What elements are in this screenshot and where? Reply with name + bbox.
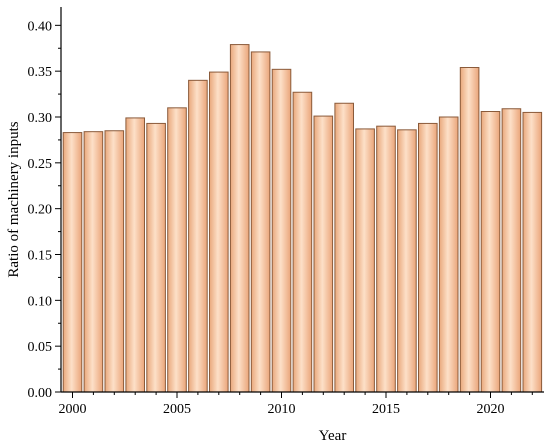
y-tick-label: 0.30 xyxy=(28,111,53,126)
bar-2007 xyxy=(209,71,229,393)
bar-2022 xyxy=(522,111,543,393)
x-axis-label: Year xyxy=(319,428,347,444)
bar-2020 xyxy=(480,111,501,393)
y-tick-label: 0.40 xyxy=(28,19,53,34)
y-axis-label: Ratio of machinery inputs xyxy=(6,121,22,277)
bar-2009 xyxy=(250,51,271,393)
bar-2000 xyxy=(62,132,83,393)
bar-2004 xyxy=(146,122,166,393)
bar-2008 xyxy=(229,44,250,393)
y-tick-label: 0.15 xyxy=(28,249,53,264)
bar-2021 xyxy=(501,108,522,393)
bar-2010 xyxy=(271,68,292,393)
bars-group xyxy=(62,44,543,393)
bar-2011 xyxy=(292,91,313,393)
x-tick-label: 2005 xyxy=(163,402,191,417)
y-tick-label: 0.10 xyxy=(28,294,53,309)
y-tick-label: 0.00 xyxy=(28,386,53,401)
bar-2006 xyxy=(188,79,208,393)
bar-2019 xyxy=(459,67,480,393)
bar-2014 xyxy=(355,128,375,393)
bar-2002 xyxy=(104,130,125,393)
bar-2016 xyxy=(397,129,417,393)
x-tick-label: 2010 xyxy=(268,402,296,417)
y-tick-label: 0.20 xyxy=(28,203,53,218)
bar-2003 xyxy=(125,117,146,393)
axes-group: 0.00 0.05 0.10 0.15 0.20 0.25 0.30 0.35 0.40 2000… xyxy=(28,7,544,417)
y-tick-label: 0.25 xyxy=(28,157,53,172)
x-tick-label: 2015 xyxy=(372,402,400,417)
bar-2018 xyxy=(438,116,459,393)
labels-group: Year Ratio of machinery inputs xyxy=(6,121,346,444)
bar-2001 xyxy=(83,131,104,393)
y-tick-label: 0.05 xyxy=(28,340,53,355)
bar-2017 xyxy=(418,122,438,393)
x-tick-label: 2020 xyxy=(477,402,505,417)
bar-2005 xyxy=(167,107,187,393)
bar-2015 xyxy=(376,125,396,393)
bar-2012 xyxy=(313,115,334,393)
y-tick-label: 0.35 xyxy=(28,65,53,80)
x-tick-label: 2000 xyxy=(59,402,87,417)
bar-2013 xyxy=(334,102,354,393)
